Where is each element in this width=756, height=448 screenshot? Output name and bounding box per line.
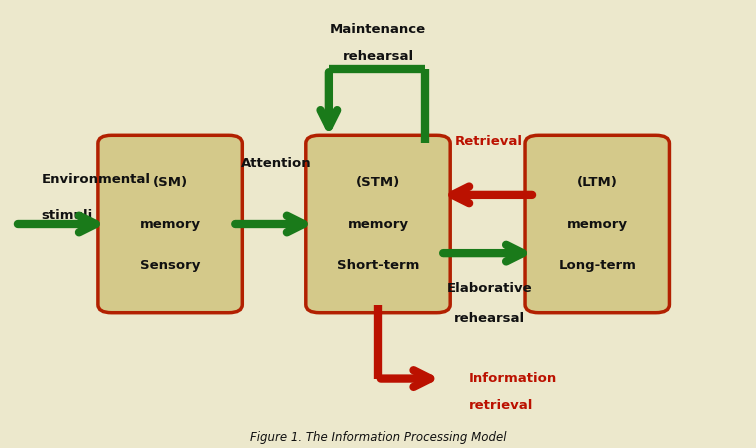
Text: memory: memory <box>567 217 627 231</box>
Text: (LTM): (LTM) <box>577 176 618 190</box>
Text: Short-term: Short-term <box>337 258 419 272</box>
Text: Information: Information <box>469 372 557 385</box>
FancyBboxPatch shape <box>305 135 450 313</box>
Text: Long-term: Long-term <box>558 258 637 272</box>
Text: rehearsal: rehearsal <box>454 311 525 325</box>
Text: Retrieval: Retrieval <box>455 134 523 148</box>
FancyBboxPatch shape <box>525 135 670 313</box>
Text: (SM): (SM) <box>153 176 187 190</box>
Text: Maintenance: Maintenance <box>330 22 426 36</box>
Text: stimuli: stimuli <box>42 208 93 222</box>
FancyBboxPatch shape <box>98 135 242 313</box>
Text: retrieval: retrieval <box>469 399 533 412</box>
Text: Environmental: Environmental <box>42 172 150 186</box>
Text: Attention: Attention <box>240 157 311 170</box>
Text: memory: memory <box>348 217 408 231</box>
Text: Figure 1. The Information Processing Model: Figure 1. The Information Processing Mod… <box>249 431 507 444</box>
Text: Elaborative: Elaborative <box>447 282 533 296</box>
Text: memory: memory <box>140 217 200 231</box>
Text: Sensory: Sensory <box>140 258 200 272</box>
Text: (STM): (STM) <box>356 176 400 190</box>
Text: rehearsal: rehearsal <box>342 49 414 63</box>
